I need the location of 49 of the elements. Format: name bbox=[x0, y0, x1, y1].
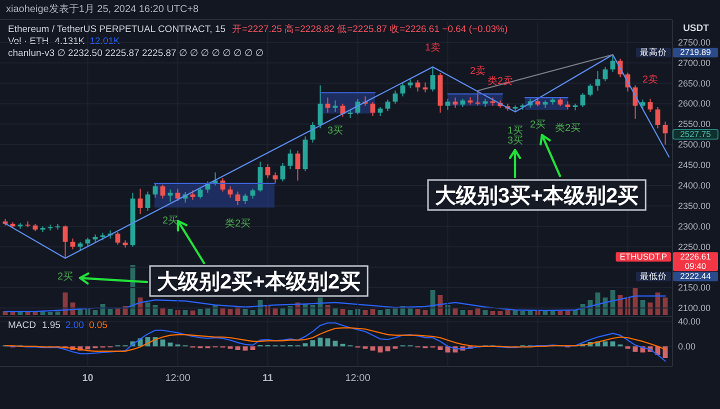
annotation: 2买 bbox=[162, 215, 178, 226]
x-tick-label: 11 bbox=[262, 373, 274, 384]
annotation: 3买 bbox=[327, 125, 344, 136]
chart-title: Ethereum / TetherUS PERPETUAL CONTRACT, 15 bbox=[8, 24, 226, 35]
text: 2719.89 bbox=[680, 47, 712, 58]
annotation: 大级别3买+本级别2买 bbox=[435, 184, 639, 208]
text: 2527.75 bbox=[680, 128, 712, 139]
y-tick-label: 2700.00 bbox=[678, 58, 711, 68]
y-tick-label: 2650.00 bbox=[678, 78, 711, 88]
y-tick-label: 2450.00 bbox=[678, 160, 711, 170]
annotation: 1.95 bbox=[42, 320, 60, 331]
annotation: 2买 bbox=[57, 272, 74, 283]
x-tick-label: 12:00 bbox=[165, 373, 191, 384]
y-tick-label: 2300.00 bbox=[678, 221, 711, 232]
y-tick-label: 40.00 bbox=[678, 316, 701, 327]
annotation: 最高价 bbox=[640, 47, 667, 58]
annotation: ETHUSDT.P bbox=[620, 251, 668, 262]
annotation: 3买 bbox=[507, 135, 524, 146]
annotation: 大级别2买+本级别2买 bbox=[157, 270, 361, 294]
annotation: 1卖 bbox=[424, 41, 441, 54]
y-tick-label: 2150.00 bbox=[678, 282, 711, 293]
y-axis-title: USDT bbox=[683, 23, 710, 34]
text: xiaoheige发表于1月 25, 2024 16:20 UTC+8 bbox=[6, 3, 200, 15]
annotation: 类2买 bbox=[554, 122, 581, 134]
annotation: 最低价 bbox=[640, 271, 667, 281]
annotation: chanlun-v3 ∅ 2232.50 2225.87 2225.87 ∅ ∅ ∅ ∅ ∅ ∅ ∅ ∅ bbox=[8, 48, 264, 59]
annotation: 2卖 bbox=[642, 73, 658, 86]
annotation: 类2卖 bbox=[487, 74, 514, 87]
chart-title: MACD bbox=[8, 320, 36, 331]
annotation: 1买 bbox=[507, 125, 524, 136]
text: 2226.61 09:40 bbox=[680, 251, 712, 271]
y-tick-label: 2600.00 bbox=[678, 98, 711, 109]
y-tick-label: 2750.00 bbox=[678, 37, 711, 48]
y-tick-label: 2400.00 bbox=[678, 180, 711, 190]
y-tick-label: 2500.00 bbox=[678, 140, 711, 150]
y-tick-label: 2100.00 bbox=[678, 303, 711, 314]
annotation: 类2买 bbox=[224, 218, 251, 230]
y-tick-label: 2250.00 bbox=[678, 242, 711, 252]
x-tick-label: 10 bbox=[82, 373, 94, 384]
annotation: 2.00 bbox=[65, 320, 84, 331]
annotation: 2买 bbox=[530, 120, 546, 131]
annotation: 2卖 bbox=[470, 65, 486, 78]
annotation: 0.05 bbox=[88, 320, 108, 331]
text: 2222.44 bbox=[680, 271, 712, 281]
y-tick-label: 2350.00 bbox=[678, 200, 711, 211]
chart-subtitle: 开=2227.25 高=2228.82 低=2225.87 收=2226.61 −0.64 (−0.03%) bbox=[232, 23, 508, 35]
y-tick-label: 2550.00 bbox=[678, 119, 711, 130]
y-tick-label: 0.00 bbox=[678, 341, 696, 352]
x-tick-label: 12:00 bbox=[345, 373, 371, 384]
